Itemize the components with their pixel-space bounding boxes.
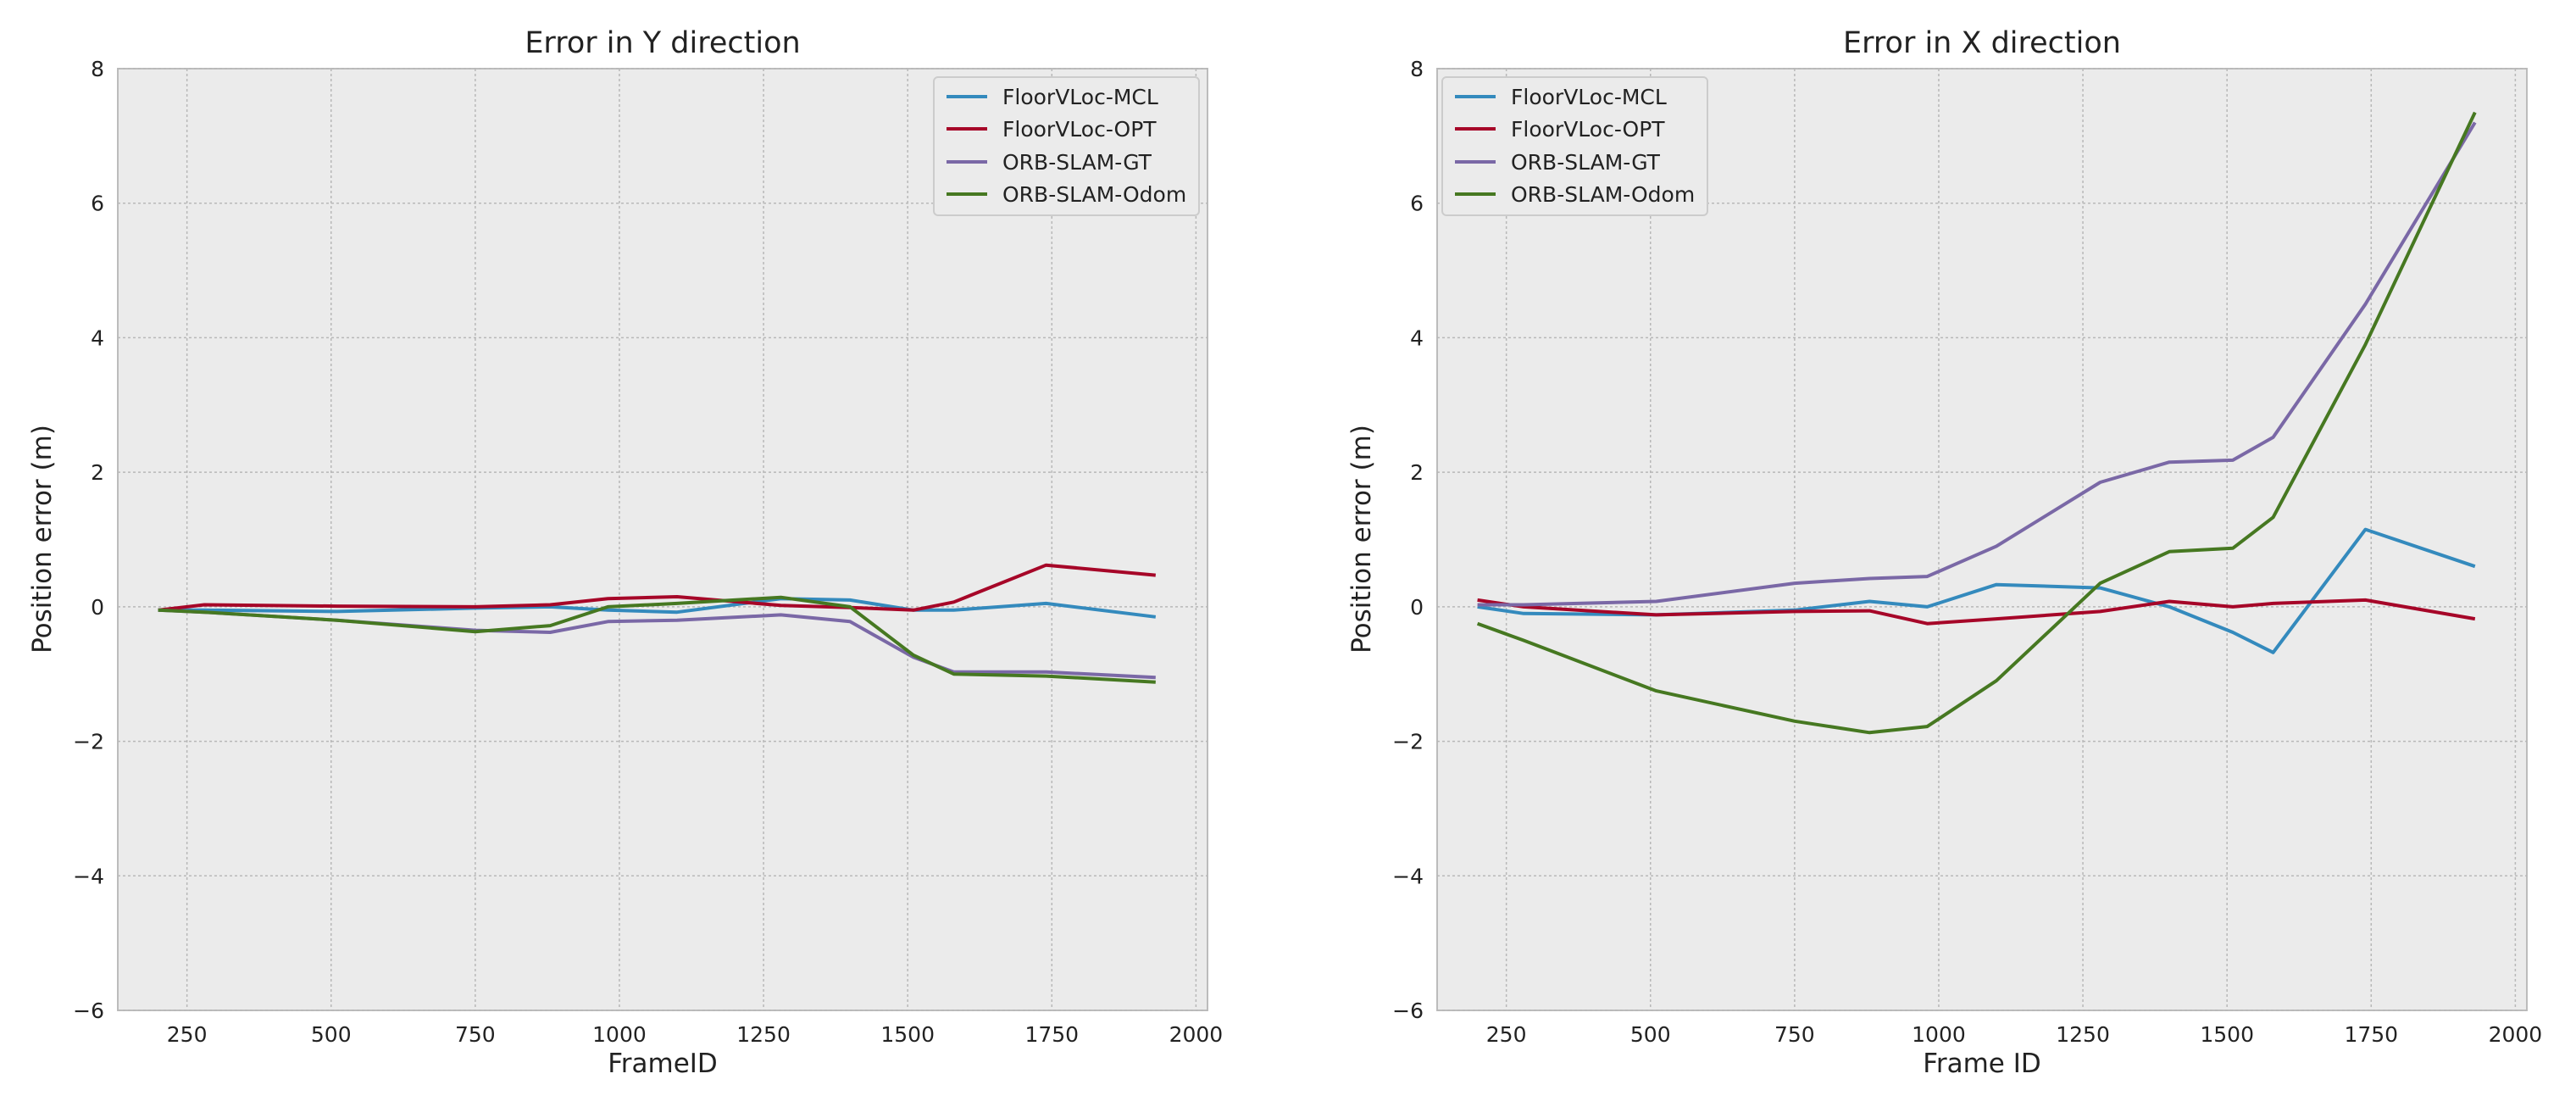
series-line-floorvloc-opt <box>158 563 1156 612</box>
legend: FloorVLoc-MCL FloorVLoc-OPT ORB-SLAM-GT … <box>933 76 1200 216</box>
x-tick-label: 1000 <box>592 1022 647 1047</box>
x-tick-labels: 250 500 750 1000 1250 1500 1750 2000 <box>167 1022 1223 1047</box>
y-tick-label: 6 <box>91 192 104 216</box>
y-tick-label: −6 <box>73 999 104 1023</box>
legend-label: FloorVLoc-OPT <box>1002 117 1157 142</box>
chart-title: Error in Y direction <box>525 26 800 60</box>
legend-label: ORB-SLAM-Odom <box>1511 182 1695 207</box>
x-tick-label: 1750 <box>1024 1022 1079 1047</box>
y-tick-label: 4 <box>91 325 104 350</box>
x-tick-label: 500 <box>1630 1022 1671 1047</box>
legend-box <box>1441 76 1708 216</box>
gridlines <box>1437 68 2527 1011</box>
x-axis-label: FrameID <box>608 1049 718 1079</box>
y-tick-label: 8 <box>1410 57 1424 81</box>
y-tick-label: −4 <box>1392 864 1424 888</box>
x-tick-labels: 250 500 750 1000 1250 1500 1750 2000 <box>1486 1022 2542 1047</box>
legend: FloorVLoc-MCL FloorVLoc-OPT ORB-SLAM-GT … <box>1441 76 1708 216</box>
x-tick-label: 750 <box>455 1022 496 1047</box>
y-tick-label: 2 <box>91 460 104 485</box>
x-tick-label: 1250 <box>2056 1022 2110 1047</box>
y-tick-label: −6 <box>1392 999 1424 1023</box>
y-tick-label: 6 <box>1410 192 1424 216</box>
y-tick-label: −2 <box>73 730 104 754</box>
chart-title: Error in X direction <box>1843 26 2121 60</box>
x-tick-label: 500 <box>311 1022 352 1047</box>
x-tick-label: 250 <box>1486 1022 1527 1047</box>
legend-label: FloorVLoc-MCL <box>1511 85 1667 109</box>
y-axis-label: Position error (m) <box>27 425 58 654</box>
x-tick-label: 1750 <box>2344 1022 2398 1047</box>
y-tick-label: 4 <box>1410 325 1424 350</box>
y-tick-label: 0 <box>1410 595 1424 620</box>
y-tick-labels: −6 −4 −2 0 2 4 6 8 <box>1392 57 1424 1023</box>
y-tick-labels: −6 −4 −2 0 2 4 6 8 <box>73 57 104 1023</box>
legend-label: FloorVLoc-MCL <box>1002 85 1158 109</box>
legend-label: FloorVLoc-OPT <box>1511 117 1665 142</box>
plot-area-background <box>117 68 1208 1011</box>
plot-area-background <box>1436 68 2528 1011</box>
x-tick-label: 1250 <box>736 1022 791 1047</box>
y-tick-label: −2 <box>1392 730 1424 754</box>
y-tick-label: 8 <box>91 57 104 81</box>
legend-box <box>933 76 1200 216</box>
x-tick-label: 1500 <box>2200 1022 2254 1047</box>
series-line-floorvloc-mcl <box>158 597 1157 619</box>
series-line-orb-slam-odom <box>1476 111 2477 735</box>
legend-label: ORB-SLAM-GT <box>1002 150 1152 175</box>
gridlines <box>118 68 1208 1011</box>
x-tick-label: 750 <box>1774 1022 1815 1047</box>
y-tick-label: 0 <box>91 595 104 620</box>
x-tick-label: 1500 <box>880 1022 935 1047</box>
series-line-floorvloc-opt <box>1477 598 2476 626</box>
series-line-orb-slam-gt <box>1477 121 2477 607</box>
series-layer <box>158 563 1157 684</box>
y-tick-label: 2 <box>1410 460 1424 485</box>
legend-label: ORB-SLAM-Odom <box>1002 182 1186 207</box>
x-tick-label: 250 <box>167 1022 208 1047</box>
x-tick-label: 2000 <box>1169 1022 1224 1047</box>
chart-y-error: 250 500 750 1000 1250 1500 1750 2000 −6 … <box>27 26 1223 1079</box>
legend-label: ORB-SLAM-GT <box>1511 150 1661 175</box>
x-tick-label: 1000 <box>1912 1022 1966 1047</box>
chart-x-error: 250 500 750 1000 1250 1500 1750 2000 −6 … <box>1346 26 2542 1079</box>
series-layer <box>1476 111 2477 735</box>
x-axis-label: Frame ID <box>1923 1049 2040 1079</box>
y-tick-label: −4 <box>73 864 104 888</box>
x-tick-label: 2000 <box>2489 1022 2543 1047</box>
series-line-orb-slam-odom <box>158 595 1156 684</box>
y-axis-label: Position error (m) <box>1346 425 1377 654</box>
